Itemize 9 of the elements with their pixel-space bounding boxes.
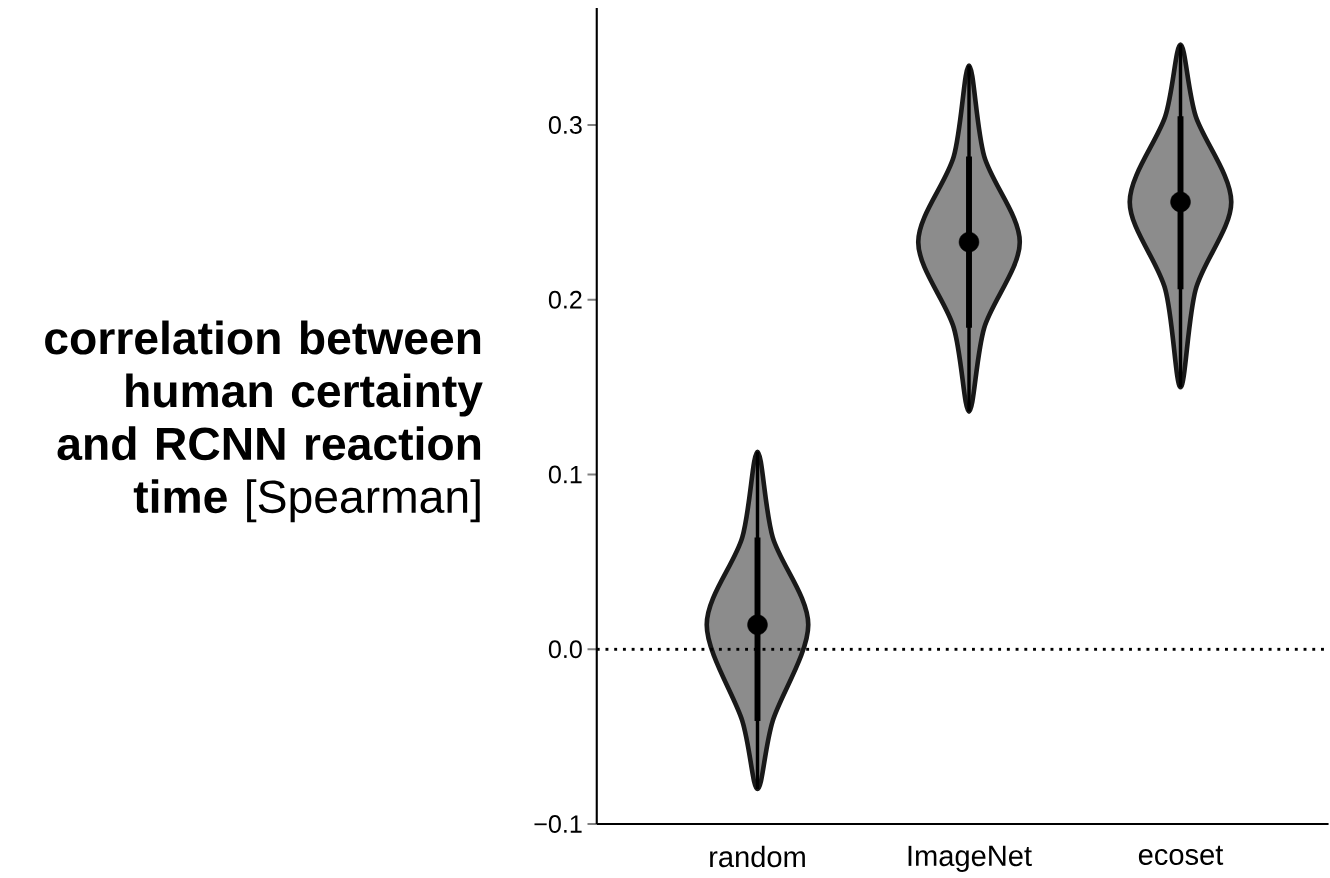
x-tick-label: random [710,846,805,868]
y-tick-label: 0.0 [548,640,582,659]
y-tick-label: 0.3 [548,116,582,135]
y-tick-label: 0.1 [548,465,582,484]
y-axis-title: correlation between human certainty and RCNN reaction time [Spearman] [45,320,483,523]
y-tick-label: −0.1 [534,815,582,834]
x-tick-label: ImageNet [908,846,1032,873]
x-tick-label: ecoset [1138,846,1224,866]
y-tick-label: 0.2 [548,291,582,309]
